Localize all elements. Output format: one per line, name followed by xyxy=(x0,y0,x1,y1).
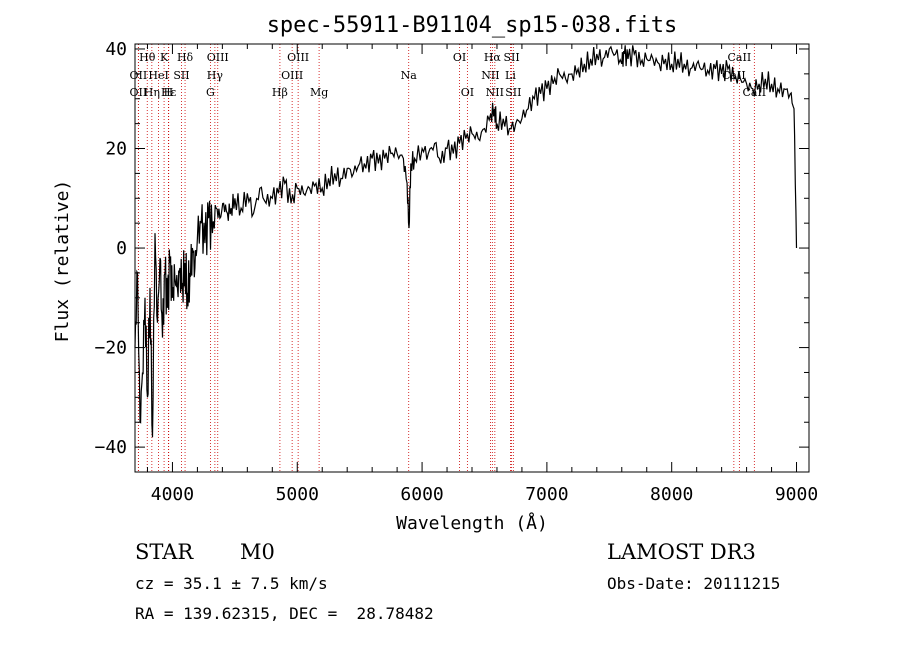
line-marker-label-5: OI xyxy=(453,51,466,64)
line-marker-label-14: Na xyxy=(401,69,418,82)
line-marker-label-4: OIII xyxy=(287,51,309,64)
line-marker-label-20: Hη xyxy=(144,86,160,99)
line-marker-label-12: Hγ xyxy=(207,69,224,82)
line-marker-label-1: K xyxy=(160,51,169,64)
y-tick-label: 20 xyxy=(105,139,127,160)
line-marker-label-24: Mg xyxy=(310,86,328,99)
line-marker-label-16: Li xyxy=(505,69,516,82)
line-marker-label-22: G xyxy=(206,86,215,99)
line-marker-label-21: H xyxy=(164,86,174,99)
x-tick-label: 5000 xyxy=(276,484,319,505)
y-tick-label: 0 xyxy=(116,238,127,259)
line-marker-label-23: Hβ xyxy=(272,86,288,99)
x-axis-ticks: 4000 5000 6000 7000 8000 9000 xyxy=(146,44,818,505)
y-axis-label: Flux (relative) xyxy=(52,180,73,343)
survey-name: LAMOST DR3 xyxy=(607,540,756,564)
object-subclass: M0 xyxy=(240,540,275,564)
y-tick-label: 40 xyxy=(105,39,127,60)
y-tick-label: −20 xyxy=(94,338,127,359)
x-tick-label: 7000 xyxy=(525,484,568,505)
line-marker-label-9: OII xyxy=(130,69,148,82)
line-marker-label-6: Hα xyxy=(484,51,502,64)
line-marker-label-27: SII xyxy=(505,86,521,99)
coordinates: RA = 139.62315, DEC = 28.78482 xyxy=(135,604,434,623)
line-marker-label-8: CaII xyxy=(728,51,752,64)
line-marker-label-26: NII xyxy=(486,86,504,99)
x-tick-label: 6000 xyxy=(400,484,443,505)
line-marker-label-2: Hδ xyxy=(177,51,194,64)
line-marker-label-15: NII xyxy=(481,69,499,82)
chart-title: spec-55911-B91104_sp15-038.fits xyxy=(267,13,678,38)
x-tick-label: 9000 xyxy=(775,484,818,505)
line-marker-label-13: OIII xyxy=(281,69,303,82)
flux-series-line xyxy=(134,45,798,438)
redshift-value: cz = 35.1 ± 7.5 km/s xyxy=(135,574,328,593)
plot-frame xyxy=(134,43,810,473)
line-marker-label-18: OII xyxy=(130,86,148,99)
spectral-line-markers xyxy=(137,44,755,472)
observation-date: Obs-Date: 20111215 xyxy=(607,574,781,593)
x-tick-label: 8000 xyxy=(650,484,693,505)
x-axis-label: Wavelength (Å) xyxy=(396,512,548,534)
line-marker-label-11: SII xyxy=(173,69,189,82)
line-marker-label-7: SII xyxy=(503,51,519,64)
line-marker-label-3: OIII xyxy=(207,51,229,64)
line-marker-label-0: Hθ xyxy=(139,51,156,64)
line-marker-label-25: OI xyxy=(461,86,474,99)
y-tick-label: −40 xyxy=(94,437,127,458)
line-marker-label-19: Hε xyxy=(161,86,177,99)
object-class: STAR xyxy=(135,540,194,564)
x-tick-label: 4000 xyxy=(151,484,194,505)
line-marker-label-10: HeI xyxy=(148,69,168,82)
y-axis-ticks: −40 −20 0 20 40 xyxy=(94,39,809,458)
